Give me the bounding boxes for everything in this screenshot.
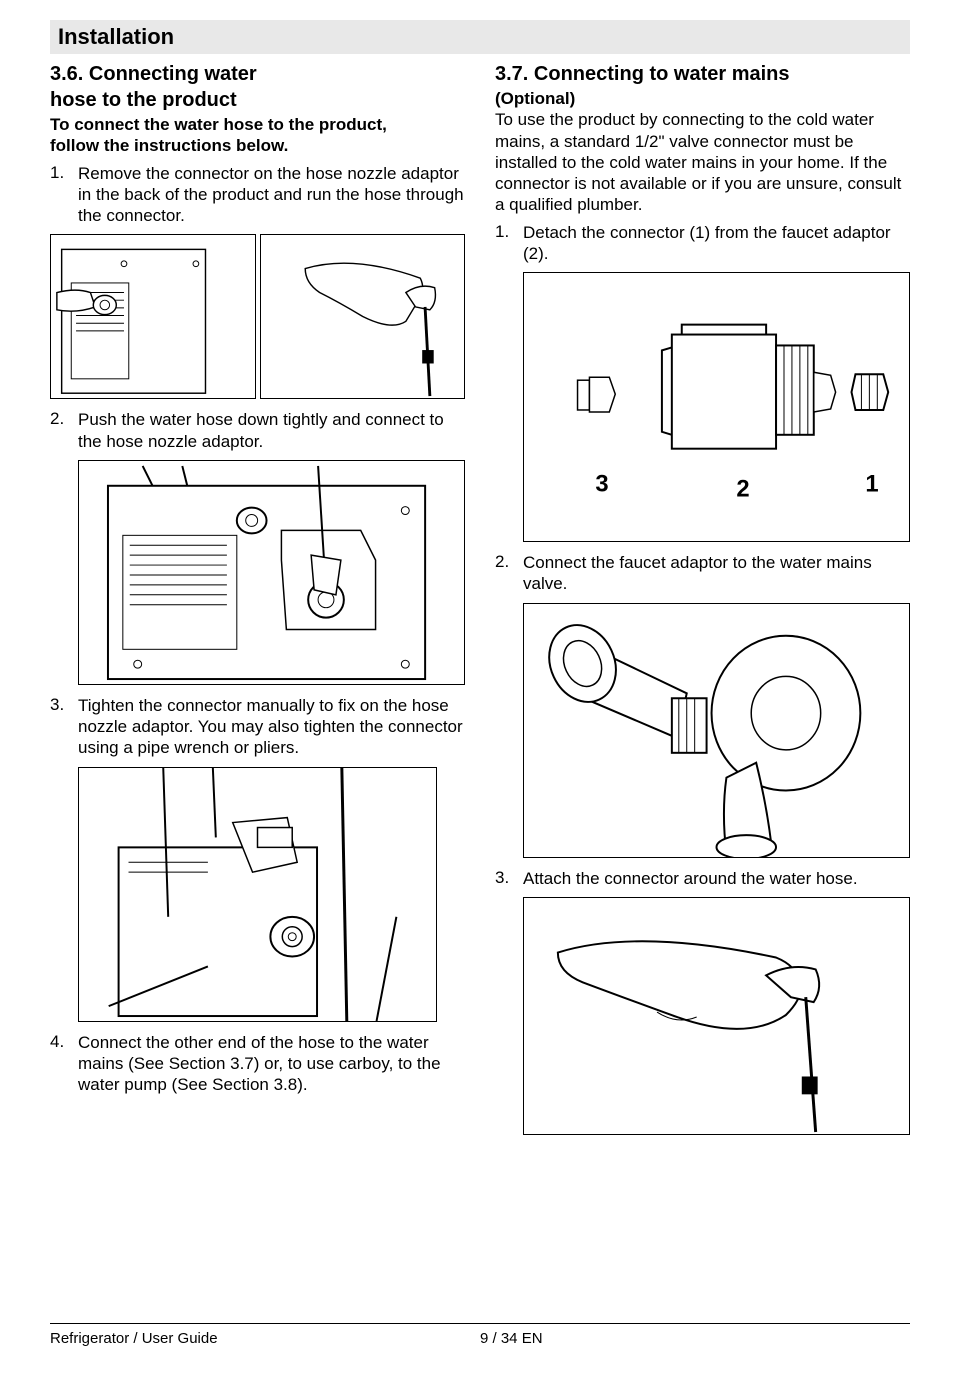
step-number: 1. (50, 163, 78, 227)
figure-r3 (523, 897, 910, 1135)
step-text: Push the water hose down tightly and con… (78, 409, 465, 452)
step-text: Attach the connector around the water ho… (523, 868, 910, 889)
right-step-2: 2. Connect the faucet adaptor to the wat… (495, 552, 910, 595)
footer-doc-title: Refrigerator / User Guide (50, 1330, 480, 1347)
step-text: Connect the faucet adaptor to the water … (523, 552, 910, 595)
right-step-1: 1. Detach the connector (1) from the fau… (495, 222, 910, 265)
step-number: 3. (495, 868, 523, 889)
figure-r1: 3 2 1 (523, 272, 910, 542)
step-number: 2. (50, 409, 78, 452)
step-number: 4. (50, 1032, 78, 1096)
left-column: 3.6. Connecting water hose to the produc… (50, 62, 465, 1145)
figure-1a (50, 234, 256, 399)
step-text: Remove the connector on the hose nozzle … (78, 163, 465, 227)
intro-line2: follow the instructions below. (50, 135, 465, 156)
figure-pair-1 (50, 234, 465, 399)
figure-3 (78, 767, 437, 1022)
step-number: 2. (495, 552, 523, 595)
step-3: 3. Tighten the connector manually to fix… (50, 695, 465, 759)
step-number: 1. (495, 222, 523, 265)
figure-2 (78, 460, 465, 685)
section-3-6-title: 3.6. Connecting water (50, 62, 465, 86)
step-1: 1. Remove the connector on the hose nozz… (50, 163, 465, 227)
intro-line1: To connect the water hose to the product… (50, 114, 465, 135)
two-column-layout: 3.6. Connecting water hose to the produc… (50, 62, 910, 1145)
section-3-7-title: 3.7. Connecting to water mains (495, 62, 910, 86)
section-title-line1: Connecting water (89, 63, 257, 85)
figure-1b (260, 234, 466, 399)
section-title-text: Connecting to water mains (534, 63, 790, 85)
section-header-bar: Installation (50, 20, 910, 54)
right-step-3: 3. Attach the connector around the water… (495, 868, 910, 889)
section-title-line2: hose to the product (50, 88, 465, 112)
step-number: 3. (50, 695, 78, 759)
step-text: Detach the connector (1) from the faucet… (523, 222, 910, 265)
step-text: Connect the other end of the hose to the… (78, 1032, 465, 1096)
section-header: Installation (58, 24, 902, 50)
label-1: 1 (865, 470, 878, 497)
page: Installation 3.6. Connecting water hose … (0, 0, 960, 1145)
step-text: Tighten the connector manually to fix on… (78, 695, 465, 759)
label-2: 2 (736, 475, 749, 502)
footer-page-number: 9 / 34 EN (480, 1330, 910, 1347)
right-column: 3.7. Connecting to water mains (Optional… (495, 62, 910, 1145)
page-footer: Refrigerator / User Guide 9 / 34 EN (50, 1323, 910, 1347)
intro-text: To use the product by connecting to the … (495, 109, 910, 215)
figure-r2 (523, 603, 910, 858)
step-2: 2. Push the water hose down tightly and … (50, 409, 465, 452)
step-4: 4. Connect the other end of the hose to … (50, 1032, 465, 1096)
label-3: 3 (595, 470, 608, 497)
section-number: 3.7. (495, 63, 528, 85)
optional-label: (Optional) (495, 88, 910, 109)
section-number: 3.6. (50, 63, 83, 85)
